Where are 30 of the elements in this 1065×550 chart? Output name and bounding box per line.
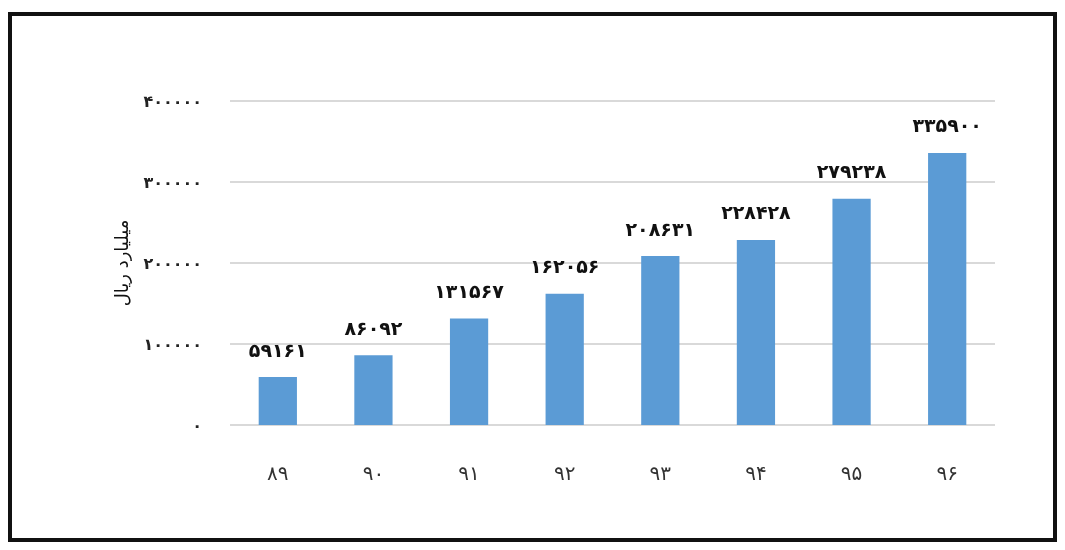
bar — [354, 355, 393, 425]
data-label: ۲۷۹۲۳۸ — [816, 160, 887, 183]
bar — [641, 256, 680, 425]
x-tick-label: ۹۲ — [553, 461, 576, 485]
y-axis-title: میلیارد ریال — [110, 219, 132, 307]
y-tick-label: ۴۰۰۰۰۰ — [143, 91, 202, 111]
data-label: ۲۰۸۶۳۱ — [625, 217, 696, 240]
data-label: ۵۹۱۶۱ — [248, 338, 307, 361]
data-label: ۳۳۵۹۰۰ — [912, 114, 982, 137]
bar — [449, 318, 489, 425]
x-tick-label: ۹۴ — [745, 461, 767, 485]
bar — [736, 239, 776, 425]
x-tick-label: ۹۵ — [840, 461, 863, 485]
y-tick-label: ۱۰۰۰۰۰ — [143, 334, 202, 354]
y-tick-label: ۰ — [192, 415, 202, 435]
x-tick-label: ۹۶ — [936, 461, 958, 485]
x-tick-label: ۹۳ — [649, 461, 672, 485]
data-label: ۸۶۰۹۲ — [344, 316, 403, 339]
data-label: ۲۲۸۴۲۸ — [721, 201, 792, 224]
y-tick-label: ۳۰۰۰۰۰ — [143, 172, 202, 192]
data-label: ۱۳۱۵۶۷ — [434, 279, 505, 302]
x-tick-label: ۹۰ — [362, 461, 385, 485]
data-label: ۱۶۲۰۵۶ — [529, 255, 600, 278]
bar — [832, 198, 871, 425]
x-tick-label: ۸۹ — [267, 461, 289, 485]
x-tick-label: ۹۱ — [458, 461, 480, 485]
bar — [928, 152, 967, 425]
bar — [545, 293, 584, 425]
bar — [258, 377, 297, 425]
y-tick-label: ۲۰۰۰۰۰ — [143, 253, 202, 273]
